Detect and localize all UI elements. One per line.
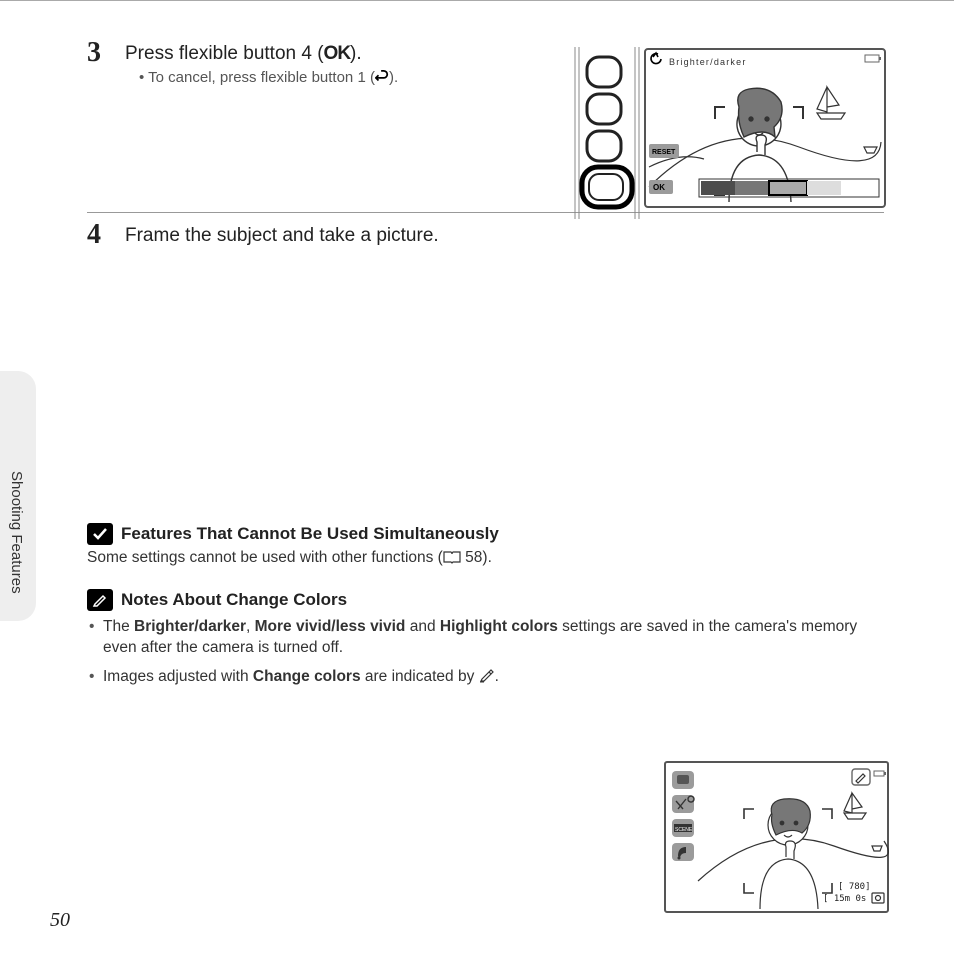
notes-list: The Brighter/darker, More vivid/less viv… xyxy=(87,617,884,688)
page-ref-number: 58 xyxy=(465,549,482,566)
note-item: The Brighter/darker, More vivid/less viv… xyxy=(87,617,884,659)
step-title: Frame the subject and take a picture. xyxy=(125,225,884,247)
svg-text:SCENE: SCENE xyxy=(675,827,693,833)
step-number: 4 xyxy=(87,221,125,249)
header-label: Brighter/darker xyxy=(669,57,747,67)
text: . xyxy=(495,668,499,685)
step-number: 3 xyxy=(87,39,125,67)
text: The xyxy=(103,618,134,635)
svg-text:[ 15m 0s ]: [ 15m 0s ] xyxy=(823,894,877,904)
text: are indicated by xyxy=(361,668,479,685)
callout-title: Features That Cannot Be Used Simultaneou… xyxy=(121,524,499,544)
camera-illustration: Brighter/darker xyxy=(569,47,889,219)
callout-title: Notes About Change Colors xyxy=(121,590,347,610)
step-title-text: Press flexible button 4 ( xyxy=(125,43,324,64)
undo-arrow-icon xyxy=(375,70,389,84)
callout-text: Some settings cannot be used with other … xyxy=(87,548,884,569)
callout-text-after: ). xyxy=(482,549,491,566)
step-body: Frame the subject and take a picture. xyxy=(125,221,884,247)
callout-heading: Notes About Change Colors xyxy=(87,589,884,611)
callout-heading: Features That Cannot Be Used Simultaneou… xyxy=(87,523,884,545)
cancel-text-after: ). xyxy=(389,69,398,86)
text: and xyxy=(405,618,439,635)
svg-text:[ 780]: [ 780] xyxy=(838,882,871,892)
camera-screen-brighter-darker: Brighter/darker xyxy=(569,47,889,219)
check-icon xyxy=(87,523,113,545)
svg-text:RESET: RESET xyxy=(652,149,676,156)
page-ref-icon xyxy=(443,551,461,564)
ok-icon: OK xyxy=(324,43,351,64)
callout-features-not-simultaneous: Features That Cannot Be Used Simultaneou… xyxy=(87,523,884,569)
page-number: 50 xyxy=(50,909,70,932)
manual-page: 3 Press flexible button 4 (OK). To cance… xyxy=(0,0,954,954)
bold-term: More vivid/less vivid xyxy=(255,618,406,635)
svg-text:OK: OK xyxy=(653,183,665,192)
camera-illustration-2: SCENE xyxy=(664,761,889,913)
bold-term: Brighter/darker xyxy=(134,618,246,635)
text: , xyxy=(246,618,255,635)
bold-term: Highlight colors xyxy=(440,618,558,635)
cancel-text-before: To cancel, press flexible button 1 ( xyxy=(148,69,375,86)
note-item: Images adjusted with Change colors are i… xyxy=(87,667,884,688)
callout-text-before: Some settings cannot be used with other … xyxy=(87,549,443,566)
text: Images adjusted with xyxy=(103,668,253,685)
bold-term: Change colors xyxy=(253,668,361,685)
pencil-icon xyxy=(87,589,113,611)
step-4: 4 Frame the subject and take a picture. xyxy=(40,213,884,255)
section-label: Shooting Features xyxy=(8,471,25,594)
change-colors-indicator-icon xyxy=(479,667,495,683)
camera-screen-preview: SCENE xyxy=(664,761,889,913)
callout-notes-change-colors: Notes About Change Colors The Brighter/d… xyxy=(87,589,884,688)
step-title-text-after: ). xyxy=(350,43,362,64)
